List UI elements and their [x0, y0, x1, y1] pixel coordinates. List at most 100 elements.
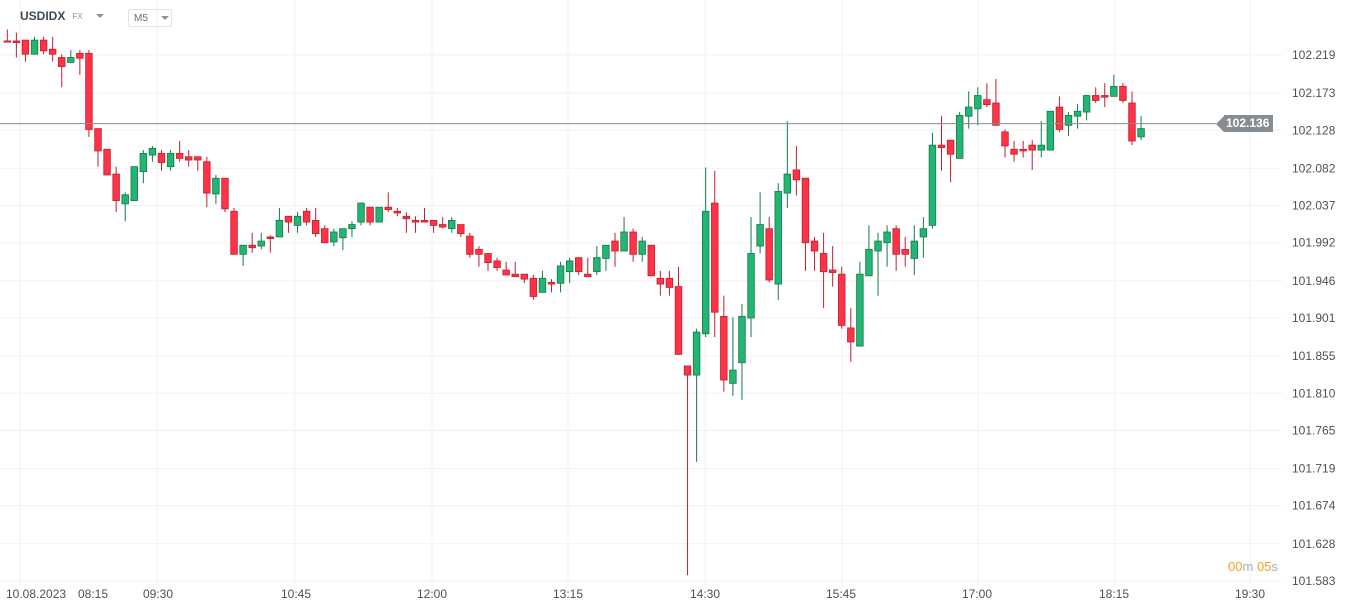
candle-body: [94, 128, 102, 152]
candle-body: [502, 269, 510, 276]
timeframe-dropdown[interactable]: M5: [128, 9, 172, 27]
y-tick-label: 102.219: [1292, 48, 1336, 62]
candle-body: [484, 253, 492, 263]
candle-bullish: [865, 225, 873, 277]
candle-body: [856, 273, 864, 347]
candle-body: [375, 206, 383, 223]
candle-body: [266, 236, 275, 240]
timer-s-unit: s: [1271, 559, 1278, 574]
candle-body: [974, 95, 982, 110]
candle-body: [756, 224, 764, 247]
candle-body: [547, 282, 556, 285]
candle-bearish: [1128, 91, 1136, 146]
candle-bearish: [21, 39, 30, 62]
candle-body: [529, 277, 538, 297]
y-tick-label: 101.765: [1292, 423, 1336, 437]
candle-body: [1010, 148, 1018, 155]
candle-bearish: [76, 50, 84, 75]
candle-bullish: [774, 183, 782, 300]
candle-bearish: [1001, 129, 1009, 158]
candle-body: [184, 156, 193, 161]
candle-body: [230, 210, 238, 255]
candle-bearish: [720, 295, 728, 392]
candle-body: [429, 220, 438, 226]
candle-body: [565, 260, 574, 273]
candle-bullish: [348, 221, 356, 237]
candle-body: [638, 240, 646, 255]
candle-bullish: [602, 244, 610, 271]
candle-body: [720, 315, 728, 381]
candle-bullish: [783, 121, 792, 209]
candle-body: [1064, 114, 1073, 126]
candle-body: [475, 248, 483, 255]
y-tick-label: 102.128: [1292, 123, 1336, 137]
candle-body: [1101, 95, 1109, 98]
candle-body: [76, 52, 84, 59]
candle-bearish: [230, 208, 238, 255]
x-tick-label: 18:15: [1099, 587, 1129, 601]
candle-body: [466, 235, 474, 255]
candle-body: [1128, 102, 1136, 142]
candle-body: [103, 148, 111, 176]
candle-body: [448, 220, 456, 230]
candle-body: [584, 273, 592, 278]
chevron-down-icon[interactable]: [95, 14, 104, 18]
candle-body: [611, 240, 619, 252]
candle-bearish: [838, 266, 846, 329]
candle-bullish: [965, 91, 973, 129]
y-tick-label: 101.674: [1292, 499, 1336, 513]
symbol-name: USDIDX: [20, 9, 66, 23]
candle-bearish: [502, 261, 510, 276]
candle-bearish: [493, 257, 501, 271]
candle-body: [865, 248, 873, 277]
candle-bullish: [166, 150, 175, 171]
candle-body: [910, 240, 918, 259]
candle-body: [284, 215, 293, 223]
candle-body: [175, 153, 184, 159]
candle-bullish: [910, 225, 918, 275]
candle-body: [357, 202, 365, 223]
candle-bullish: [692, 328, 701, 462]
candle-body: [457, 224, 465, 235]
candle-bearish: [511, 261, 519, 278]
y-tick-label: 101.583: [1292, 574, 1336, 588]
candle-bearish: [1010, 141, 1018, 162]
candle-body: [1055, 106, 1064, 130]
candle-body: [783, 173, 792, 194]
candle-body: [166, 153, 175, 168]
candle-bearish: [656, 270, 665, 296]
candle-bearish: [1092, 87, 1100, 103]
candle-body: [1110, 86, 1118, 97]
candle-body: [139, 153, 148, 173]
candle-body: [955, 114, 964, 159]
y-axis: 102.219 102.173 102.128 102.082 102.037 101.9…: [1292, 48, 1336, 588]
candle-body: [21, 39, 30, 55]
y-tick-label: 101.946: [1292, 274, 1336, 288]
candle-bearish: [547, 279, 556, 293]
candle-body: [339, 228, 347, 239]
candle-body: [121, 194, 129, 205]
candle-bearish: [1055, 96, 1064, 132]
candle-bullish: [1110, 74, 1118, 97]
candle-body: [493, 260, 501, 268]
candle-bearish: [266, 235, 275, 253]
candle-bullish: [729, 317, 737, 396]
candle-body: [366, 206, 374, 223]
candle-bullish: [638, 236, 646, 262]
candle-body: [883, 231, 891, 244]
candle-bearish: [475, 246, 483, 267]
candle-bearish: [1119, 83, 1127, 103]
candle-bearish: [48, 36, 57, 62]
y-tick-label: 101.810: [1292, 386, 1336, 400]
candle-body: [411, 220, 420, 223]
x-axis: 10.08.2023 08:15 09:30 10:45 12:00 13:15 14:30…: [6, 587, 1265, 601]
timeframe-value: M5: [134, 12, 148, 24]
candle-body: [420, 220, 429, 223]
y-tick-label: 101.901: [1292, 311, 1336, 325]
candle-bullish: [919, 217, 928, 258]
candle-bearish: [584, 257, 592, 278]
symbol-selector[interactable]: USDIDX FX: [20, 9, 104, 23]
candle-bearish: [85, 50, 93, 137]
candle-body: [647, 244, 655, 277]
